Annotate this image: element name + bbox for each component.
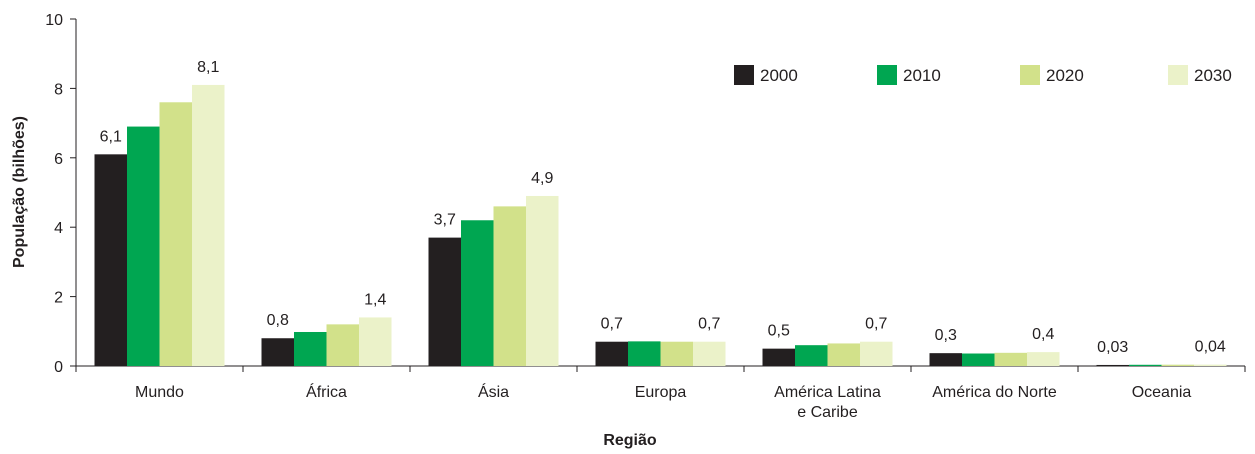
y-tick-label: 2	[54, 290, 63, 307]
bar-2020	[827, 343, 860, 366]
data-label: 0,8	[267, 312, 289, 329]
x-axis-title: Região	[603, 432, 657, 449]
bar-2020	[1161, 364, 1194, 366]
category-label: Europa	[635, 384, 687, 401]
bar-2000	[428, 237, 461, 366]
legend-swatch-2010	[877, 65, 897, 85]
bar-2030	[693, 341, 726, 366]
bar-2030	[860, 341, 893, 366]
y-tick-label: 0	[54, 359, 63, 376]
bar-2010	[962, 353, 995, 366]
legend: 2000 2010 2020 2030	[734, 65, 1232, 85]
bar-2010	[628, 341, 661, 366]
bar-2000	[261, 338, 294, 366]
data-label: 0,03	[1097, 339, 1128, 356]
bar-2020	[994, 352, 1027, 366]
legend-label-2000: 2000	[760, 66, 798, 85]
data-label: 0,04	[1195, 339, 1226, 356]
legend-swatch-2020	[1020, 65, 1040, 85]
bar-2030	[192, 84, 225, 367]
y-tick-label: 6	[54, 151, 63, 168]
bar-2020	[326, 324, 359, 366]
bar-2020	[159, 102, 192, 366]
bar-2000	[929, 353, 962, 366]
category-label: e Caribe	[797, 404, 858, 421]
data-label: 0,7	[865, 316, 887, 333]
data-label: 4,9	[531, 170, 553, 187]
bar-2020	[660, 341, 693, 366]
bar-2030	[1027, 352, 1060, 366]
data-labels: 6,1 8,1 0,8 1,4 3,7 4,9 0,7 0,7 0,5 0,7 0,3 0,4 0,03…	[100, 59, 1226, 356]
legend-swatch-2000	[734, 65, 754, 85]
y-tick-label: 8	[54, 81, 63, 98]
bar-2000	[94, 154, 127, 366]
data-label: 0,5	[768, 323, 790, 340]
category-label: Mundo	[135, 384, 184, 401]
legend-swatch-2030	[1168, 65, 1188, 85]
legend-label-2010: 2010	[903, 66, 941, 85]
category-label: África	[306, 382, 347, 401]
bar-2000	[595, 341, 628, 366]
legend-label-2030: 2030	[1194, 66, 1232, 85]
category-label: América do Norte	[932, 384, 1057, 401]
data-label: 6,1	[100, 128, 122, 145]
category-label: Ásia	[478, 382, 509, 401]
data-label: 0,7	[601, 316, 623, 333]
bar-2030	[359, 317, 392, 366]
y-axis-title: População (bilhões)	[11, 116, 28, 268]
legend-label-2020: 2020	[1046, 66, 1084, 85]
data-label: 3,7	[434, 212, 456, 229]
bar-2010	[127, 126, 160, 366]
y-tick-label: 10	[45, 12, 63, 29]
data-label: 8,1	[197, 59, 219, 76]
data-label: 0,7	[698, 316, 720, 333]
category-label: Oceania	[1132, 384, 1192, 401]
bar-2010	[795, 345, 828, 366]
y-tick-label: 4	[54, 220, 63, 237]
bar-2010	[1129, 364, 1162, 366]
bar-2030	[1194, 364, 1227, 366]
bar-2010	[461, 220, 494, 366]
category-labels: Mundo África Ásia Europa América Latina e Car…	[135, 382, 1191, 421]
bar-2020	[493, 206, 526, 366]
bar-2000	[1096, 364, 1129, 366]
bar-2000	[762, 348, 795, 366]
data-label: 0,3	[935, 327, 957, 344]
data-label: 1,4	[364, 291, 386, 308]
bar-2030	[526, 195, 559, 366]
category-label: América Latina	[774, 384, 881, 401]
data-label: 0,4	[1032, 326, 1054, 343]
bar-2010	[294, 331, 327, 366]
bars	[94, 84, 1227, 367]
